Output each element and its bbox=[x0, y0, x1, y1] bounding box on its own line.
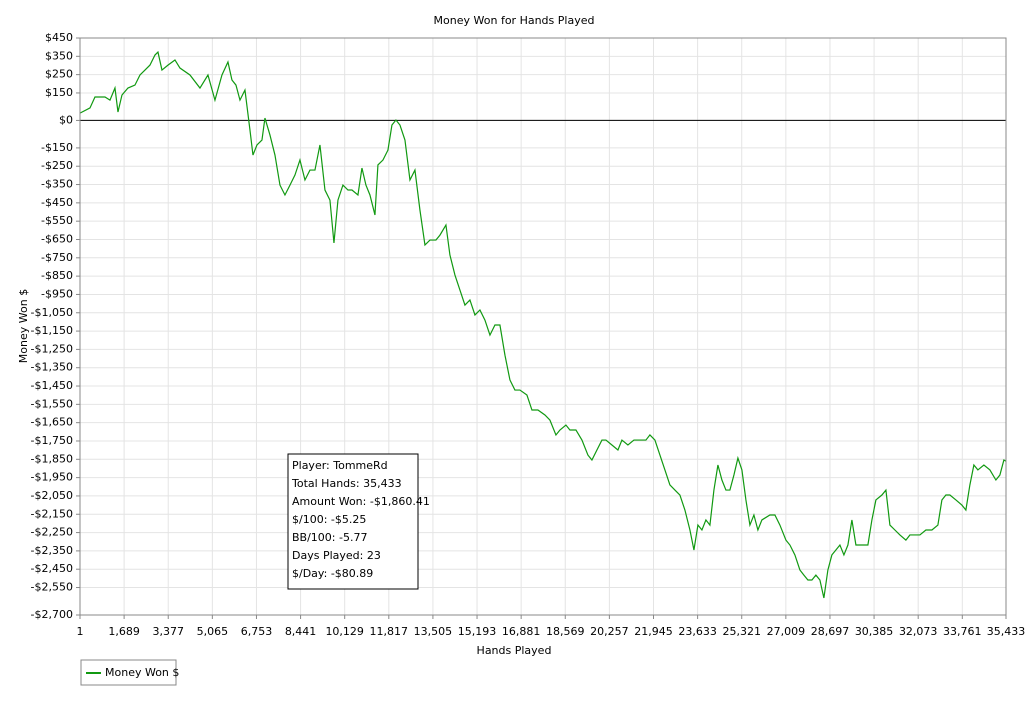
legend: Money Won $ bbox=[80, 659, 179, 686]
y-tick-label: -$1,950 bbox=[31, 471, 73, 484]
y-tick-label: -$1,050 bbox=[31, 306, 73, 319]
y-tick-label: $250 bbox=[45, 68, 73, 81]
stats-line: Amount Won: -$1,860.41 bbox=[292, 495, 430, 508]
y-tick-label: -$650 bbox=[41, 232, 73, 245]
stats-line: Total Hands: 35,433 bbox=[291, 477, 402, 490]
x-axis-label: Hands Played bbox=[477, 644, 552, 657]
x-tick-label: 3,377 bbox=[152, 625, 184, 638]
x-tick-label: 18,569 bbox=[546, 625, 585, 638]
y-tick-label: -$2,450 bbox=[31, 562, 73, 575]
y-tick-label: -$1,350 bbox=[31, 361, 73, 374]
x-tick-label: 23,633 bbox=[678, 625, 717, 638]
data-line bbox=[79, 50, 1007, 599]
x-tick-label: 5,065 bbox=[197, 625, 229, 638]
y-tick-label: -$1,550 bbox=[31, 397, 73, 410]
y-tick-label: -$1,150 bbox=[31, 324, 73, 337]
y-tick-label: $450 bbox=[45, 31, 73, 44]
plot bbox=[79, 50, 1007, 599]
y-tick-label: -$1,750 bbox=[31, 434, 73, 447]
y-tick-label: -$1,850 bbox=[31, 452, 73, 465]
y-tick-label: $350 bbox=[45, 49, 73, 62]
stats-line: $/100: -$5.25 bbox=[292, 513, 366, 526]
y-tick-label: -$850 bbox=[41, 269, 73, 282]
y-tick-label: $0 bbox=[59, 113, 73, 126]
y-tick-label: -$1,250 bbox=[31, 342, 73, 355]
x-tick-label: 25,321 bbox=[722, 625, 761, 638]
x-tick-label: 30,385 bbox=[855, 625, 894, 638]
x-tick-label: 33,761 bbox=[943, 625, 982, 638]
x-tick-label: 6,753 bbox=[241, 625, 273, 638]
y-tick-label: -$2,250 bbox=[31, 526, 73, 539]
x-tick-label: 15,193 bbox=[458, 625, 497, 638]
y-tick-label: -$550 bbox=[41, 214, 73, 227]
x-tick-label: 1,689 bbox=[108, 625, 140, 638]
x-tick-label: 16,881 bbox=[502, 625, 541, 638]
y-tick-label: -$1,450 bbox=[31, 379, 73, 392]
y-tick-label: -$2,350 bbox=[31, 544, 73, 557]
y-tick-label: -$250 bbox=[41, 159, 73, 172]
x-tick-label: 28,697 bbox=[811, 625, 850, 638]
y-tick-label: $150 bbox=[45, 86, 73, 99]
stats-line: BB/100: -5.77 bbox=[292, 531, 367, 544]
x-tick-label: 21,945 bbox=[634, 625, 673, 638]
stats-line: Player: TommeRd bbox=[292, 459, 388, 472]
x-tick-label: 1 bbox=[77, 625, 84, 638]
stats-box: Player: TommeRd Total Hands: 35,433 Amount… bbox=[287, 453, 430, 590]
x-tick-label: 35,433 bbox=[987, 625, 1026, 638]
y-tick-label: -$1,650 bbox=[31, 416, 73, 429]
stats-frame bbox=[287, 453, 419, 590]
y-tick-label: -$750 bbox=[41, 251, 73, 264]
y-tick-label: -$2,150 bbox=[31, 507, 73, 520]
x-tick-label: 20,257 bbox=[590, 625, 629, 638]
y-tick-label: -$950 bbox=[41, 287, 73, 300]
stats-line: Days Played: 23 bbox=[292, 549, 381, 562]
y-tick-label: -$450 bbox=[41, 196, 73, 209]
stats-line: $/Day: -$80.89 bbox=[292, 567, 373, 580]
x-tick-label: 13,505 bbox=[414, 625, 453, 638]
x-tick-label: 8,441 bbox=[285, 625, 317, 638]
chart-title: Money Won for Hands Played bbox=[434, 14, 595, 27]
legend-label: Money Won $ bbox=[105, 666, 179, 679]
x-tick-label: 10,129 bbox=[325, 625, 364, 638]
x-tick-label: 11,817 bbox=[370, 625, 409, 638]
x-tick-label: 27,009 bbox=[767, 625, 806, 638]
y-tick-label: -$2,550 bbox=[31, 581, 73, 594]
plot-frame bbox=[79, 37, 1007, 616]
y-tick-label: -$350 bbox=[41, 178, 73, 191]
y-tick-label: -$150 bbox=[41, 141, 73, 154]
y-tick-label: -$2,050 bbox=[31, 489, 73, 502]
x-tick-label: 32,073 bbox=[899, 625, 938, 638]
y-tick-label: -$2,700 bbox=[31, 608, 73, 621]
ticks: $450 $350 $250 $150 $0 -$150 -$250 -$350 -$450 -$… bbox=[31, 31, 1026, 638]
y-axis-label: Money Won $ bbox=[17, 289, 30, 363]
